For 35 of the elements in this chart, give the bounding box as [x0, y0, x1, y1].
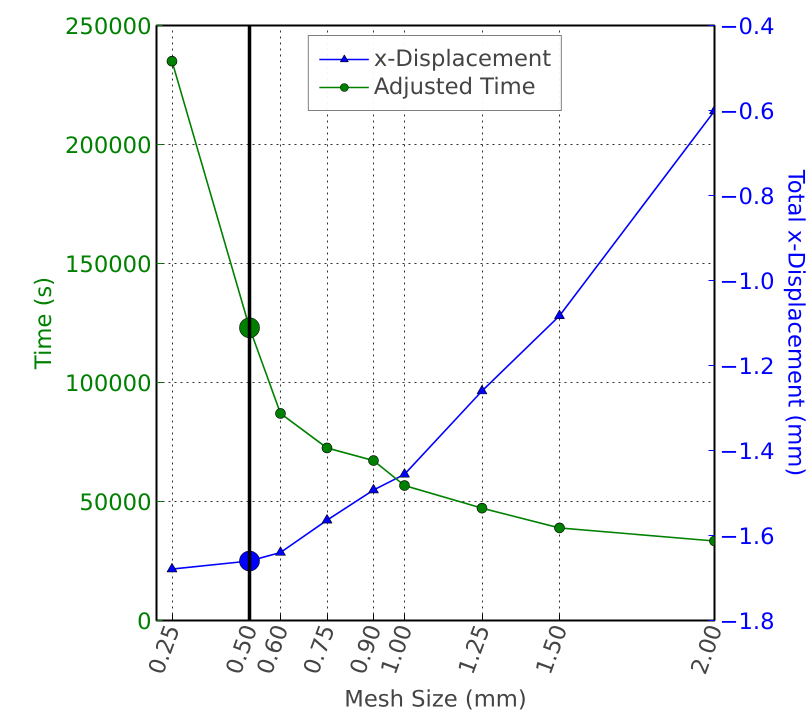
legend-label: Adjusted Time	[374, 74, 536, 100]
x-tick-label: 1.25	[454, 622, 496, 678]
x-tick-label: 0.75	[298, 622, 341, 678]
point	[275, 546, 286, 556]
point	[554, 310, 565, 319]
y2-tick-label: −0.4	[720, 14, 775, 40]
y2-axis-title: Total x-Displacement (mm)	[782, 168, 809, 476]
x-tick-label: 1.50	[531, 622, 574, 678]
point	[399, 480, 410, 491]
y-tick-label: 0	[137, 609, 152, 635]
y-tick-label: 100000	[65, 371, 152, 397]
y2-tick-label: −1.6	[720, 524, 775, 550]
point	[368, 484, 379, 494]
point	[322, 514, 332, 524]
y-tick-label: 50000	[79, 490, 152, 516]
y2-tick-label: −0.6	[720, 99, 775, 125]
point	[399, 468, 410, 478]
point	[368, 455, 379, 466]
point	[166, 56, 178, 66]
y2-tick-label: −1.0	[720, 269, 775, 295]
point	[275, 408, 286, 419]
y2-tick-label: −0.8	[720, 184, 775, 210]
y-axis-title: Time (s)	[31, 276, 58, 370]
point	[476, 502, 488, 514]
x-axis-title: Mesh Size (mm)	[344, 686, 527, 713]
y2-tick-label: −1.2	[720, 354, 775, 380]
y2-tick-label: −1.4	[720, 439, 775, 465]
point	[554, 522, 565, 534]
point	[476, 384, 488, 394]
y-tick-label: 150000	[65, 252, 152, 278]
y-tick-label: 250000	[65, 14, 152, 40]
point	[166, 563, 178, 572]
legend-label: x-Displacement	[374, 46, 552, 72]
point	[322, 442, 332, 454]
y-tick-label: 200000	[65, 133, 152, 159]
